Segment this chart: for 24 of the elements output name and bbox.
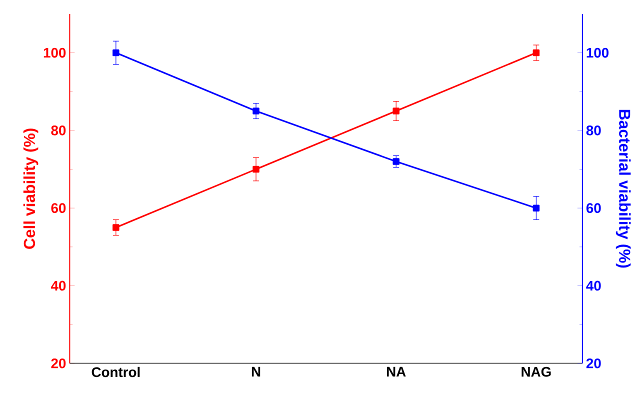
point <box>252 108 260 114</box>
y2-axis-title: Bacterial viability (%) <box>616 110 631 268</box>
y-tick-label: 20 <box>51 358 66 368</box>
y2-tick-label: 100 <box>586 48 609 58</box>
x-tick-label: NA <box>387 366 406 376</box>
x-tick-label: Control <box>92 366 140 377</box>
y-tick-label: 100 <box>44 48 66 58</box>
x-tick-label: N <box>252 366 260 376</box>
y-tick-label: 80 <box>51 125 66 136</box>
x-tick-label: NAG <box>522 366 551 377</box>
point <box>252 166 260 173</box>
y2-tick-label: 20 <box>586 358 601 368</box>
y-tick-label: 40 <box>50 280 66 291</box>
y2-tick-label: 60 <box>586 203 601 213</box>
point <box>532 49 540 56</box>
point <box>112 49 120 56</box>
point <box>392 108 400 114</box>
y2-tick-label: 40 <box>586 280 601 291</box>
point <box>392 158 400 165</box>
y-tick-label: 60 <box>51 203 66 213</box>
y2-tick-label: 80 <box>586 125 601 136</box>
point <box>532 204 540 212</box>
point <box>112 224 120 231</box>
y-axis-title: Cell viability (%) <box>23 128 38 249</box>
